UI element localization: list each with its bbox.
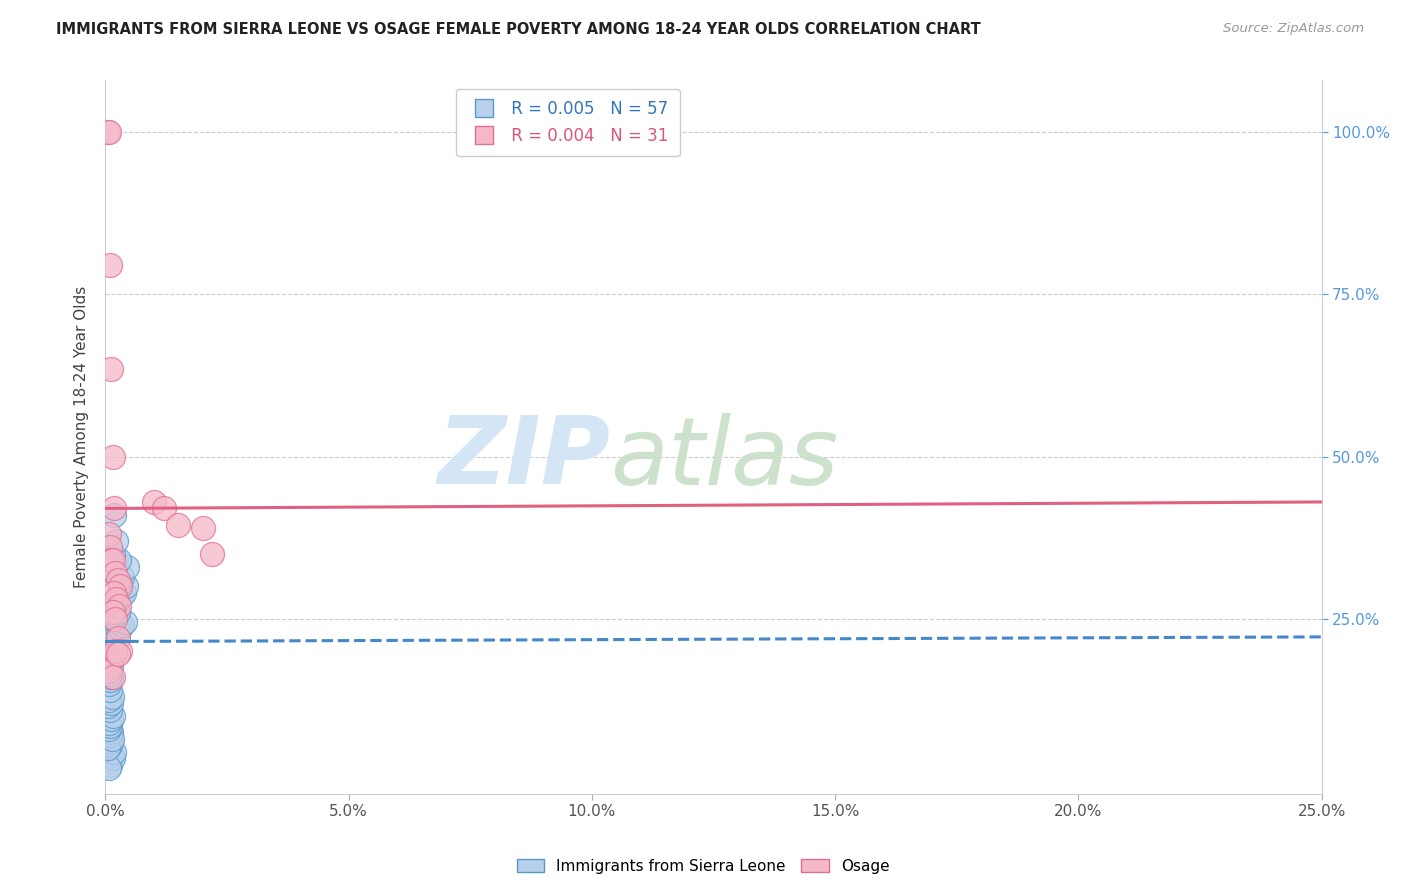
Point <box>101 612 124 626</box>
Point <box>108 592 131 607</box>
Point <box>104 644 127 658</box>
Point <box>98 673 121 688</box>
Point <box>98 664 121 678</box>
Point <box>98 683 121 698</box>
Point <box>108 644 131 658</box>
Point <box>105 533 128 548</box>
Point <box>103 599 125 613</box>
Point <box>98 125 121 139</box>
Point <box>100 735 122 749</box>
Point <box>100 650 122 665</box>
Point <box>103 508 125 522</box>
Point <box>98 729 121 743</box>
Point <box>98 541 121 555</box>
Point <box>110 589 132 603</box>
Point <box>101 709 124 723</box>
Point <box>98 702 121 716</box>
Point <box>103 586 125 600</box>
Point <box>98 757 121 772</box>
Point <box>97 657 120 672</box>
Point <box>101 450 124 464</box>
Point <box>100 628 122 642</box>
Point <box>105 595 128 609</box>
Point <box>143 495 166 509</box>
Legend: Immigrants from Sierra Leone, Osage: Immigrants from Sierra Leone, Osage <box>510 853 896 880</box>
Point <box>100 660 122 674</box>
Point <box>112 586 135 600</box>
Point <box>107 648 129 662</box>
Point <box>100 725 122 739</box>
Point <box>107 624 129 639</box>
Legend:  R = 0.005   N = 57,  R = 0.004   N = 31: R = 0.005 N = 57, R = 0.004 N = 31 <box>456 88 679 156</box>
Point <box>117 559 139 574</box>
Point <box>105 592 128 607</box>
Point <box>107 605 129 619</box>
Point <box>98 650 121 665</box>
Point <box>98 631 121 645</box>
Point <box>201 547 224 561</box>
Point <box>98 527 121 541</box>
Point <box>111 618 134 632</box>
Point <box>97 638 120 652</box>
Point <box>100 670 122 684</box>
Point <box>98 666 121 681</box>
Point <box>98 761 121 775</box>
Point <box>100 362 122 376</box>
Point <box>97 699 120 714</box>
Point <box>98 719 121 733</box>
Point <box>108 553 131 567</box>
Point <box>98 715 121 730</box>
Point <box>191 521 214 535</box>
Point <box>97 741 120 756</box>
Text: atlas: atlas <box>610 413 838 504</box>
Point <box>101 553 124 567</box>
Point <box>103 501 125 516</box>
Point <box>100 644 122 658</box>
Point <box>153 501 176 516</box>
Point <box>104 608 127 623</box>
Y-axis label: Female Poverty Among 18-24 Year Olds: Female Poverty Among 18-24 Year Olds <box>75 286 90 588</box>
Text: ZIP: ZIP <box>437 412 610 505</box>
Point <box>97 125 120 139</box>
Point <box>101 670 124 684</box>
Point <box>98 664 121 678</box>
Point <box>167 517 190 532</box>
Point <box>107 573 129 587</box>
Point <box>108 576 131 591</box>
Point <box>104 566 127 581</box>
Text: Source: ZipAtlas.com: Source: ZipAtlas.com <box>1223 22 1364 36</box>
Point <box>115 579 138 593</box>
Point <box>108 622 131 636</box>
Point <box>97 722 120 736</box>
Point <box>103 745 125 759</box>
Point <box>100 553 122 567</box>
Point <box>98 755 121 769</box>
Point <box>100 747 122 762</box>
Point <box>98 693 121 707</box>
Text: IMMIGRANTS FROM SIERRA LEONE VS OSAGE FEMALE POVERTY AMONG 18-24 YEAR OLDS CORRE: IMMIGRANTS FROM SIERRA LEONE VS OSAGE FE… <box>56 22 981 37</box>
Point <box>107 631 129 645</box>
Point <box>98 258 121 272</box>
Point <box>104 566 127 581</box>
Point <box>114 615 136 629</box>
Point <box>97 676 120 690</box>
Point <box>111 569 134 583</box>
Point <box>108 579 131 593</box>
Point <box>98 657 121 672</box>
Point <box>101 605 124 619</box>
Point <box>98 738 121 752</box>
Point <box>104 612 127 626</box>
Point <box>100 731 122 746</box>
Point <box>100 696 122 710</box>
Point <box>100 712 122 726</box>
Point <box>108 599 131 613</box>
Point <box>101 547 124 561</box>
Point <box>98 634 121 648</box>
Point <box>100 690 122 704</box>
Point <box>101 751 124 765</box>
